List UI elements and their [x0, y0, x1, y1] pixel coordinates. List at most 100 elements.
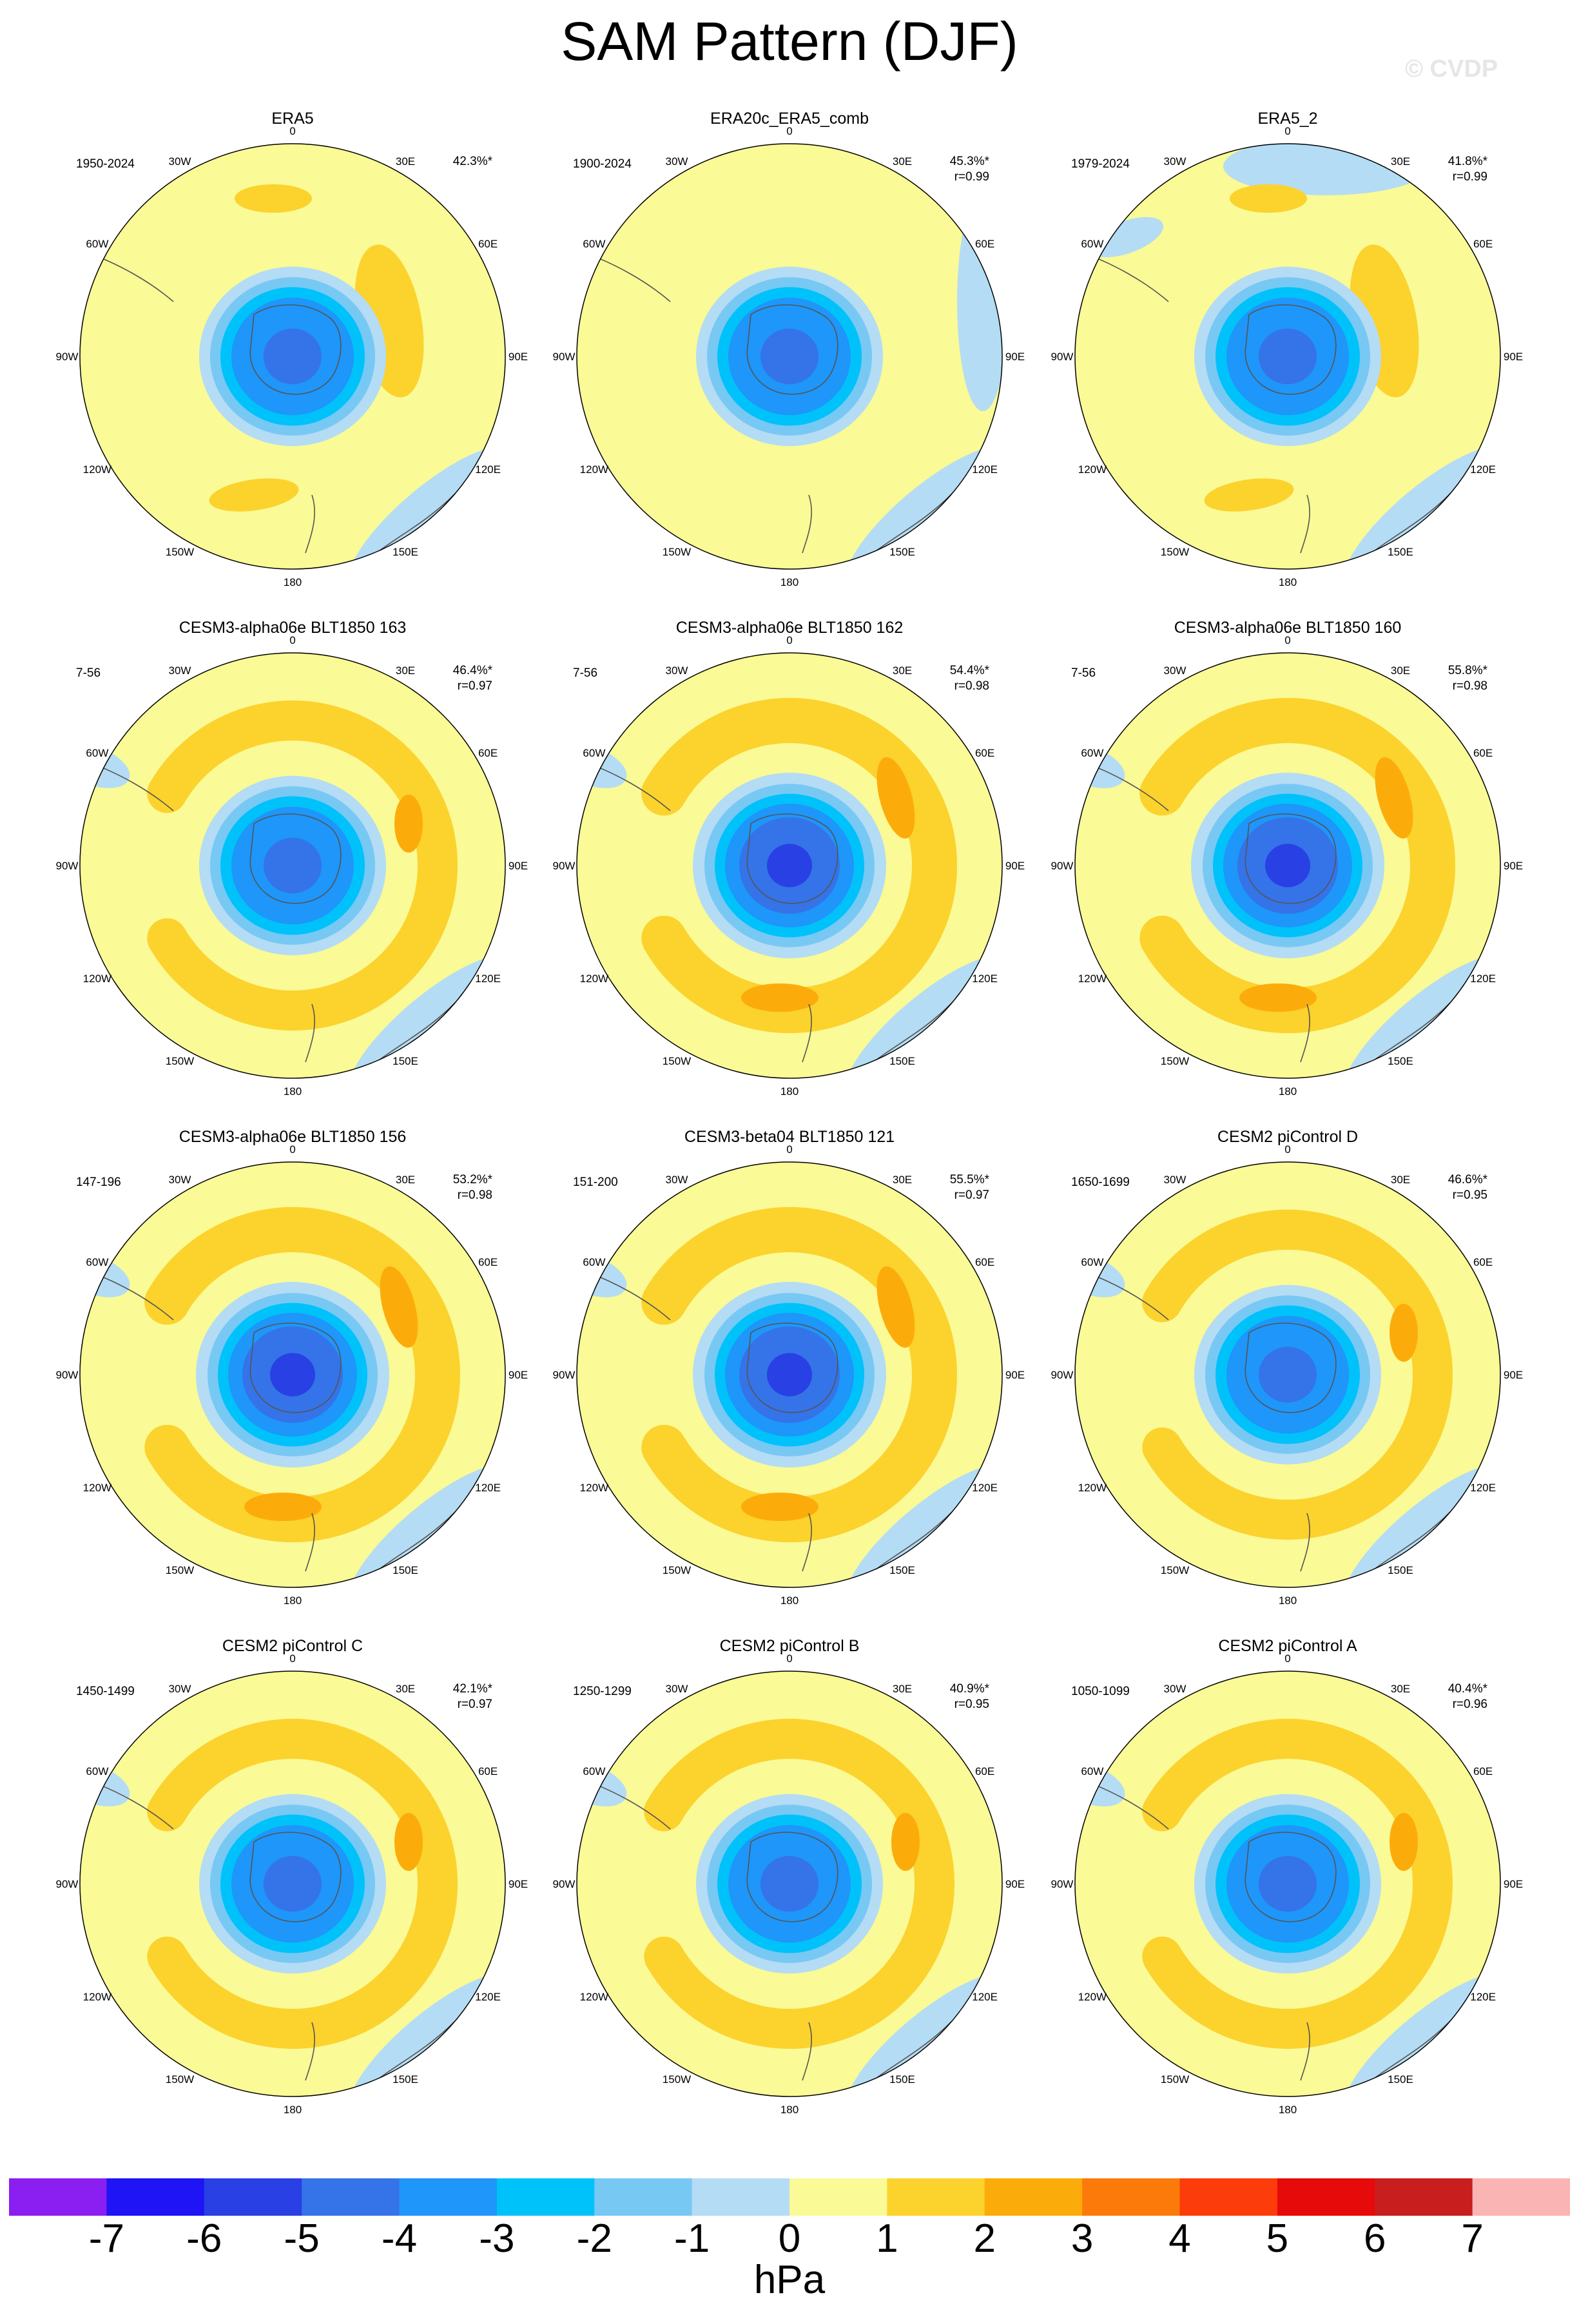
polar-low-contour [1259, 1855, 1317, 1912]
longitude-label: 60E [1473, 747, 1493, 759]
map-boundary [79, 1670, 506, 2097]
antarctica-outline [249, 813, 342, 904]
colorbar-tick-label: 3 [1070, 2216, 1094, 2261]
longitude-label: 0 [786, 1143, 792, 1156]
longitude-label: 0 [1284, 125, 1290, 137]
anomaly-contour [1142, 1719, 1453, 2049]
longitude-label: 0 [786, 125, 792, 137]
polar-low-contour [767, 1353, 812, 1397]
panel-variance: 42.1%* [452, 1682, 492, 1696]
panel-variance: 46.6%* [1448, 1173, 1487, 1186]
anomaly-contour [1375, 757, 1413, 839]
colorbar-segment [887, 2178, 985, 2216]
colorbar-tick-label: 1 [876, 2216, 898, 2261]
longitude-label: 120E [475, 1482, 501, 1494]
panel-variance: 40.4%* [1448, 1682, 1487, 1696]
map-field [80, 653, 505, 1078]
panel-correlation: r=0.95 [954, 1698, 989, 1711]
longitude-label: 120W [580, 1482, 608, 1494]
new-zealand-coast [1300, 494, 1310, 554]
longitude-label: 180 [284, 1085, 302, 1098]
map-field [577, 144, 1002, 569]
colorbar-tick-label: 2 [973, 2216, 996, 2261]
longitude-label: 150E [1388, 546, 1413, 558]
longitude-label: 30E [1391, 155, 1410, 168]
map-boundary [1074, 1670, 1501, 2097]
longitude-label: 150W [1161, 546, 1189, 558]
map-boundary [576, 143, 1003, 570]
panel-variance: 45.3%* [949, 155, 989, 168]
panel-title: CESM2 piControl D [1217, 1128, 1359, 1146]
longitude-label: 150W [663, 546, 691, 558]
longitude-label: 150W [166, 1055, 194, 1067]
map-field [1075, 144, 1500, 569]
antarctica-outline [249, 304, 342, 395]
longitude-label: 180 [780, 576, 799, 588]
panel-years: 1450-1499 [76, 1685, 135, 1698]
longitude-label: 150W [166, 2073, 194, 2086]
polar-low-contour [1259, 328, 1317, 385]
longitude-label: 0 [289, 1143, 295, 1156]
longitude-label: 90W [553, 1878, 576, 1890]
antarctica-outline [249, 1322, 342, 1413]
longitude-label: 150W [1161, 1564, 1189, 1576]
colorbar-tick-label: -4 [381, 2216, 418, 2261]
colorbar-segment [496, 2178, 595, 2216]
panel-title: CESM3-alpha06e BLT1850 162 [675, 619, 904, 637]
colorbar-segment [399, 2178, 498, 2216]
panel-variance: 46.4%* [452, 664, 492, 677]
panel-variance: 42.3%* [452, 155, 492, 168]
colorbar-tick-label: 5 [1266, 2216, 1289, 2261]
panel-years: 147-196 [76, 1176, 121, 1189]
polar-low-contour [270, 1353, 315, 1397]
longitude-label: 120E [475, 463, 501, 476]
longitude-label: 30W [1164, 664, 1187, 677]
longitude-label: 30W [169, 1174, 191, 1186]
colorbar-tick-label: 0 [778, 2216, 801, 2261]
colorbar-segment [1179, 2178, 1278, 2216]
panel-years: 7-56 [76, 666, 101, 680]
panel-correlation: r=0.98 [1452, 679, 1487, 693]
colorbar-tick-label: -6 [186, 2216, 222, 2261]
longitude-label: 150W [166, 1564, 194, 1576]
new-zealand-coast [1300, 2022, 1310, 2081]
colorbar-segment [204, 2178, 302, 2216]
map-boundary [79, 652, 506, 1079]
anomaly-contour [1239, 983, 1317, 1012]
longitude-label: 120W [1078, 463, 1107, 476]
map-boundary [1074, 652, 1501, 1079]
map-boundary [1074, 1161, 1501, 1588]
longitude-label: 120W [580, 463, 608, 476]
longitude-label: 120W [83, 973, 111, 985]
longitude-label: 120E [972, 1991, 998, 2003]
map-field [80, 144, 505, 569]
map-boundary [576, 1670, 1003, 2097]
longitude-label: 180 [780, 1085, 799, 1098]
panel-years: 151-200 [573, 1176, 618, 1189]
panel-title: CESM2 piControl A [1218, 1637, 1357, 1655]
longitude-label: 120E [1470, 973, 1496, 985]
panel-title: ERA5_2 [1257, 110, 1318, 128]
longitude-label: 90W [553, 860, 576, 872]
polar-map: 0 30E 60E 90E 120E 150E 180 150W 120W 90W 60W 30W [1051, 125, 1524, 588]
polar-low-contour [1265, 844, 1310, 887]
longitude-label: 90E [1005, 1369, 1025, 1381]
anomaly-contour [235, 184, 312, 213]
longitude-label: 90W [1051, 860, 1074, 872]
antarctica-outline [1245, 813, 1337, 904]
longitude-label: 30W [666, 664, 688, 677]
anomaly-contour [1089, 217, 1164, 258]
longitude-label: 120E [475, 973, 501, 985]
longitude-label: 180 [1279, 576, 1297, 588]
longitude-label: 120E [1470, 1482, 1496, 1494]
longitude-label: 90W [1051, 351, 1074, 363]
panel-years: 1050-1099 [1071, 1685, 1130, 1698]
panel-title: CESM3-alpha06e BLT1850 156 [179, 1128, 407, 1146]
map-panel: 0 30E 60E 90E 120E 150E 180 150W 120W 90W 60W 30W CE… [1036, 1127, 1539, 1636]
map-panel: 0 30E 60E 90E 120E 150E 180 150W 120W 90W 60W 30W ER… [538, 108, 1041, 617]
longitude-label: 90E [1504, 1369, 1523, 1381]
panel-correlation: r=0.99 [1452, 170, 1487, 184]
longitude-label: 90E [1504, 1878, 1523, 1890]
map-field [1075, 653, 1500, 1078]
anomaly-contour [209, 478, 299, 512]
